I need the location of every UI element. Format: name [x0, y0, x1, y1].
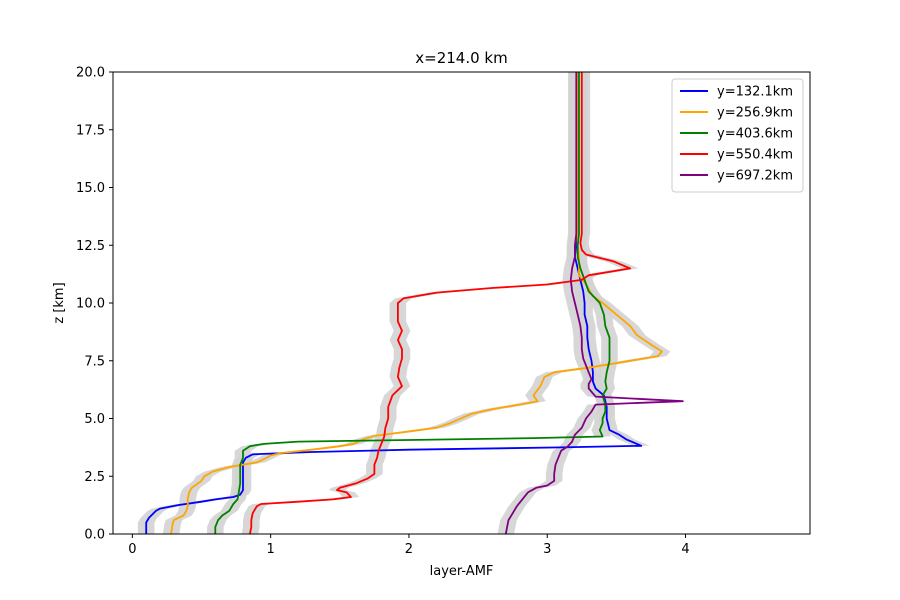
y-tick-label: 20.0	[76, 66, 105, 81]
x-tick-label: 3	[543, 542, 551, 557]
series-line-5	[504, 72, 684, 535]
x-axis-ticks: 0 1 2 3 4	[128, 534, 690, 557]
y-axis-ticks: 0.0 2.5 5.0 7.5 10.0 12.5 15.0 17.5 20.0	[76, 66, 113, 543]
x-tick-label: 2	[405, 542, 413, 557]
x-tick-label: 0	[128, 542, 136, 557]
y-tick-label: 12.5	[76, 239, 105, 254]
y-tick-label: 10.0	[76, 297, 105, 312]
legend-label-1: y=132.1km	[717, 85, 793, 100]
series-lines	[145, 72, 684, 535]
chart-title: x=214.0 km	[415, 49, 507, 67]
x-axis-label: layer-AMF	[430, 564, 494, 579]
uncertainty-bands	[137, 72, 692, 534]
y-tick-label: 17.5	[76, 123, 105, 138]
legend-label-4: y=550.4km	[717, 148, 793, 163]
y-tick-label: 5.0	[84, 412, 105, 427]
y-tick-label: 7.5	[84, 354, 105, 369]
y-tick-label: 15.0	[76, 181, 105, 196]
series-line-1	[145, 72, 643, 534]
y-tick-label: 0.0	[84, 528, 105, 543]
legend-label-3: y=403.6km	[717, 127, 793, 142]
legend-box	[671, 78, 804, 193]
series-line-4	[249, 72, 632, 535]
legend: y=132.1km y=256.9km y=403.6km y=550.4km y=69…	[671, 78, 804, 193]
legend-label-5: y=697.2km	[717, 169, 793, 184]
y-axis-label: z [km]	[52, 282, 67, 323]
y-tick-label: 2.5	[84, 470, 105, 485]
x-tick-label: 1	[267, 542, 275, 557]
x-tick-label: 4	[681, 542, 689, 557]
legend-label-2: y=256.9km	[717, 106, 793, 121]
